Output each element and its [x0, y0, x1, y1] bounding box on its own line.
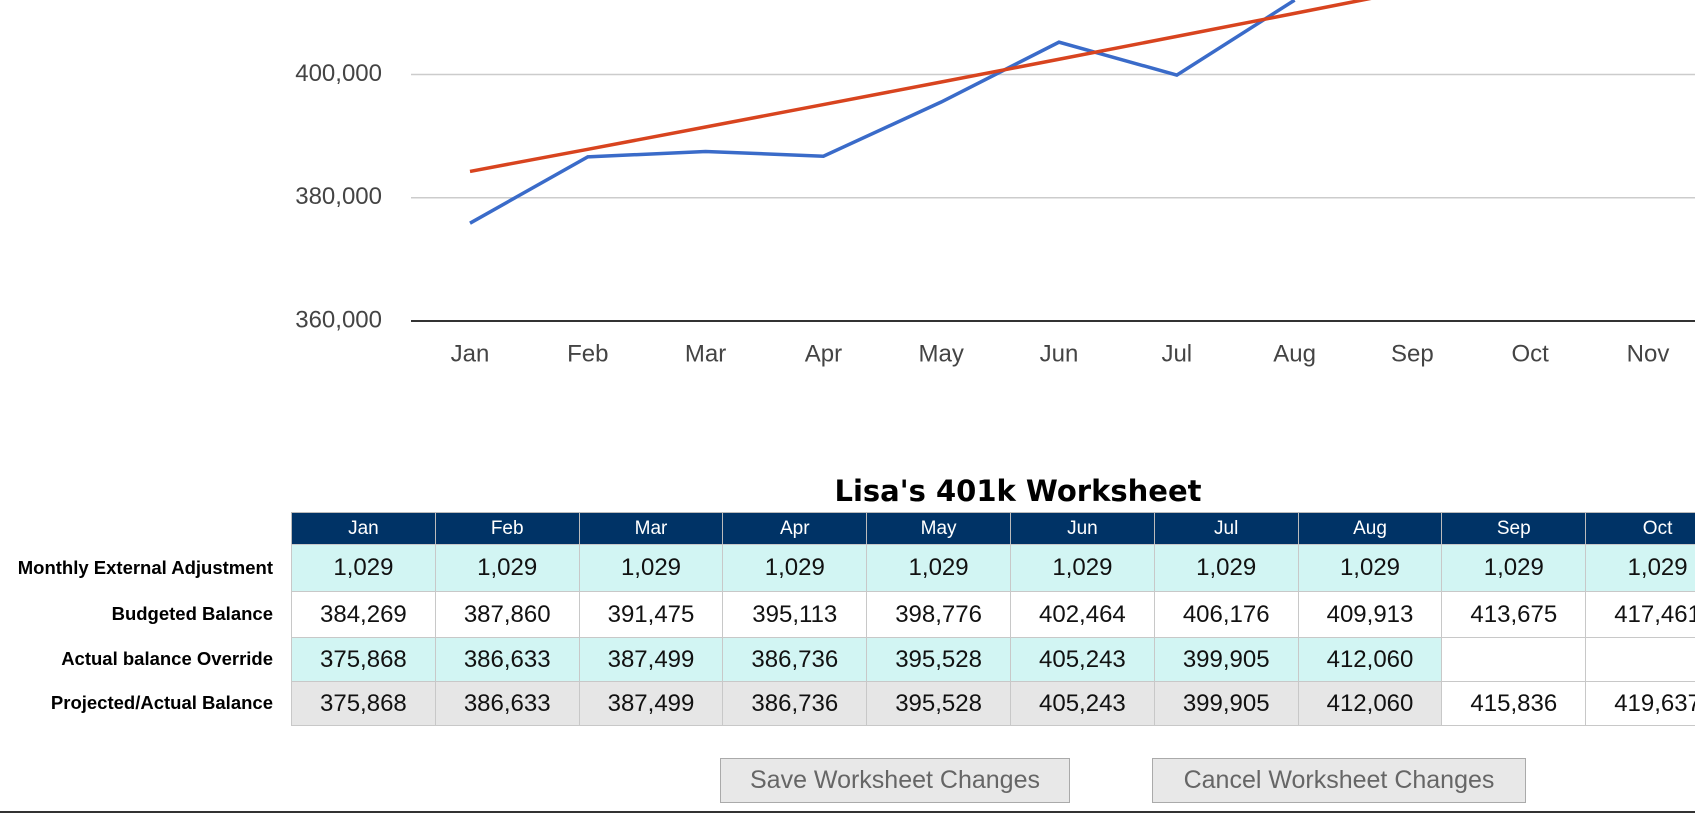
x-tick-label: Aug	[1273, 340, 1316, 367]
divider	[0, 811, 1695, 813]
table-cell: 417,461	[1585, 591, 1695, 638]
x-tick-label: Oct	[1512, 340, 1550, 367]
table-cell: 384,269	[291, 591, 436, 638]
y-tick-label: 360,000	[295, 306, 382, 333]
table-cell: 1,029	[1153, 544, 1299, 592]
table-cell: 1,029	[291, 544, 436, 592]
column-header: Jun	[1010, 512, 1155, 545]
y-tick-label: 380,000	[295, 183, 382, 210]
row-label: Projected/Actual Balance	[50, 692, 273, 713]
x-tick-label: Nov	[1627, 340, 1670, 367]
x-tick-label: May	[919, 340, 964, 367]
column-header: Mar	[578, 512, 724, 545]
table-cell: 395,113	[722, 591, 868, 638]
x-tick-label: Feb	[567, 340, 608, 367]
table-cell: 375,868	[291, 681, 436, 726]
column-header: Apr	[722, 512, 868, 545]
table-cell: 1,029	[578, 544, 724, 592]
table-cell: 399,905	[1153, 681, 1299, 726]
row-label: Monthly External Adjustment	[17, 556, 273, 578]
table-cell: 1,029	[1585, 544, 1695, 592]
table-cell	[1585, 637, 1695, 682]
table-cell: 1,029	[1010, 544, 1155, 592]
table-cell: 387,860	[434, 591, 580, 638]
x-tick-label: Jun	[1040, 340, 1079, 367]
table-cell: 1,029	[1441, 544, 1587, 592]
row-label: Actual balance Override	[61, 648, 273, 669]
table-cell: 406,176	[1153, 591, 1299, 638]
table-cell: 386,736	[722, 637, 868, 682]
column-header: Oct	[1585, 512, 1695, 545]
series-line	[469, 0, 1372, 174]
table-cell: 387,499	[578, 637, 724, 682]
table-cell: 1,029	[722, 544, 868, 592]
y-tick-label: 400,000	[295, 60, 382, 87]
chart: 360,000 380,000 400,000 Jan Feb Mar Apr May Jun J…	[295, 0, 1695, 367]
table-cell: 395,528	[866, 637, 1011, 682]
series-line	[469, 0, 1296, 225]
plot-area	[469, 0, 1372, 225]
x-tick-label: Mar	[685, 340, 726, 367]
table-cell: 415,836	[1441, 681, 1587, 726]
table-cell: 413,675	[1441, 591, 1587, 638]
column-header: May	[866, 512, 1011, 545]
column-header: Jul	[1153, 512, 1299, 545]
table-cell: 1,029	[1297, 544, 1443, 592]
table-cell: 395,528	[866, 681, 1011, 726]
table-cell: 409,913	[1297, 591, 1443, 638]
table-cell: 405,243	[1010, 681, 1155, 726]
x-tick-label: Jan	[451, 340, 490, 367]
column-header: Aug	[1297, 512, 1443, 545]
table-cell: 386,736	[722, 681, 868, 726]
table-cell: 399,905	[1153, 637, 1299, 682]
table-cell: 386,633	[434, 681, 580, 726]
worksheet-title: Lisa's 401k Worksheet	[834, 474, 1202, 508]
button[interactable]: Cancel Worksheet Changes	[1152, 758, 1526, 803]
table-cell: 391,475	[578, 591, 724, 638]
table-cell	[1441, 637, 1587, 682]
button[interactable]: Save Worksheet Changes	[720, 758, 1070, 803]
table-cell: 402,464	[1010, 591, 1155, 638]
column-header: Sep	[1441, 512, 1587, 545]
table-cell: 1,029	[866, 544, 1011, 592]
table-cell: 412,060	[1297, 637, 1443, 682]
column-header: Jan	[291, 512, 436, 545]
row-label: Budgeted Balance	[111, 603, 273, 624]
x-tick-label: Sep	[1391, 340, 1434, 367]
table-cell: 375,868	[291, 637, 436, 682]
x-tick-label: Apr	[805, 340, 842, 367]
column-header: Feb	[434, 512, 580, 545]
table-cell: 398,776	[866, 591, 1011, 638]
table-cell: 386,633	[434, 637, 580, 682]
table-cell: 419,637	[1585, 681, 1695, 726]
x-tick-label: Jul	[1161, 340, 1192, 367]
table-cell: 412,060	[1297, 681, 1443, 726]
table-cell: 405,243	[1010, 637, 1155, 682]
table-cell: 1,029	[434, 544, 580, 592]
table-cell: 387,499	[578, 681, 724, 726]
